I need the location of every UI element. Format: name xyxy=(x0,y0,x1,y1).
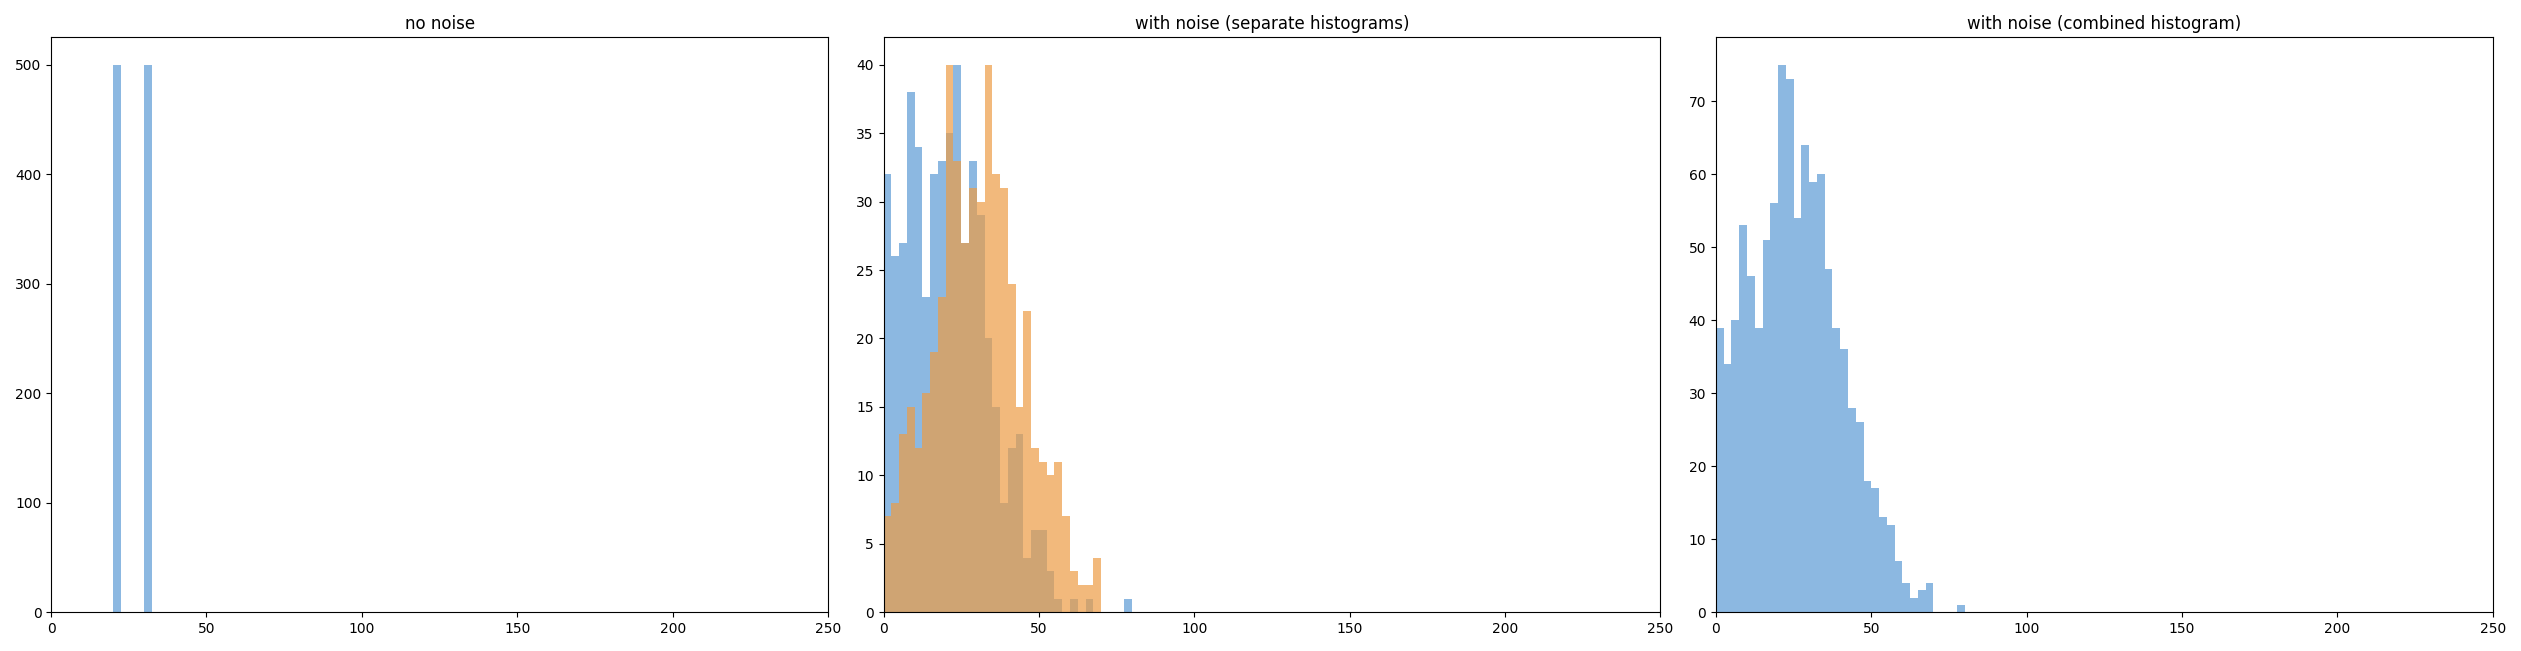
Bar xyxy=(1124,598,1132,613)
Bar xyxy=(953,161,961,613)
Bar xyxy=(1926,583,1934,613)
Bar xyxy=(1732,320,1739,613)
Bar xyxy=(1810,182,1818,613)
Bar xyxy=(1031,448,1039,613)
Bar xyxy=(923,298,930,613)
Bar xyxy=(1031,530,1039,613)
Bar xyxy=(1896,561,1903,613)
Bar xyxy=(1046,475,1054,613)
Bar xyxy=(968,161,976,613)
Bar xyxy=(953,64,961,613)
Bar xyxy=(1087,598,1094,613)
Bar xyxy=(1054,462,1061,613)
Bar xyxy=(1039,462,1046,613)
Bar xyxy=(1863,481,1871,613)
Bar xyxy=(113,64,121,613)
Bar xyxy=(930,352,938,613)
Bar xyxy=(1755,327,1762,613)
Bar xyxy=(1818,174,1825,613)
Bar xyxy=(1079,585,1087,613)
Bar xyxy=(892,256,900,613)
Bar xyxy=(1061,516,1069,613)
Bar xyxy=(1770,203,1777,613)
Bar xyxy=(945,133,953,613)
Bar xyxy=(1792,218,1803,613)
Bar xyxy=(1024,311,1031,613)
Bar xyxy=(923,393,930,613)
Bar xyxy=(1008,448,1016,613)
Bar xyxy=(1886,525,1896,613)
Bar xyxy=(938,298,945,613)
Bar xyxy=(900,243,908,613)
Bar xyxy=(961,243,968,613)
Bar xyxy=(915,448,923,613)
Bar xyxy=(1855,422,1863,613)
Bar xyxy=(1848,408,1855,613)
Bar xyxy=(1825,269,1833,613)
Bar xyxy=(1840,350,1848,613)
Bar xyxy=(993,174,1001,613)
Bar xyxy=(1001,188,1008,613)
Bar xyxy=(882,516,892,613)
Bar xyxy=(1785,79,1792,613)
Bar xyxy=(930,174,938,613)
Bar xyxy=(892,503,900,613)
Bar xyxy=(1016,407,1024,613)
Bar xyxy=(993,407,1001,613)
Bar xyxy=(1008,284,1016,613)
Bar xyxy=(1878,518,1886,613)
Bar xyxy=(1833,327,1840,613)
Bar xyxy=(1724,364,1732,613)
Title: with noise (combined histogram): with noise (combined histogram) xyxy=(1966,15,2241,33)
Bar xyxy=(1087,585,1094,613)
Bar xyxy=(144,64,151,613)
Bar xyxy=(986,339,993,613)
Bar xyxy=(1747,277,1755,613)
Bar xyxy=(1054,598,1061,613)
Bar xyxy=(976,215,986,613)
Bar xyxy=(1911,598,1918,613)
Bar xyxy=(908,92,915,613)
Bar xyxy=(1762,240,1770,613)
Bar xyxy=(908,407,915,613)
Bar xyxy=(938,161,945,613)
Bar xyxy=(1717,327,1724,613)
Title: no noise: no noise xyxy=(403,15,474,33)
Bar xyxy=(1024,557,1031,613)
Bar xyxy=(1739,225,1747,613)
Bar xyxy=(1903,583,1911,613)
Bar xyxy=(1956,605,1964,613)
Bar xyxy=(882,174,892,613)
Bar xyxy=(1001,503,1008,613)
Title: with noise (separate histograms): with noise (separate histograms) xyxy=(1134,15,1409,33)
Bar xyxy=(1016,434,1024,613)
Bar xyxy=(1871,488,1878,613)
Bar xyxy=(1046,571,1054,613)
Bar xyxy=(1094,557,1102,613)
Bar xyxy=(1069,571,1079,613)
Bar xyxy=(1918,590,1926,613)
Bar xyxy=(945,64,953,613)
Bar xyxy=(968,188,976,613)
Bar xyxy=(1069,598,1079,613)
Bar xyxy=(976,202,986,613)
Bar xyxy=(961,243,968,613)
Bar xyxy=(1777,64,1785,613)
Bar xyxy=(1039,530,1046,613)
Bar xyxy=(1803,145,1810,613)
Bar xyxy=(915,147,923,613)
Bar xyxy=(986,64,993,613)
Bar xyxy=(900,434,908,613)
